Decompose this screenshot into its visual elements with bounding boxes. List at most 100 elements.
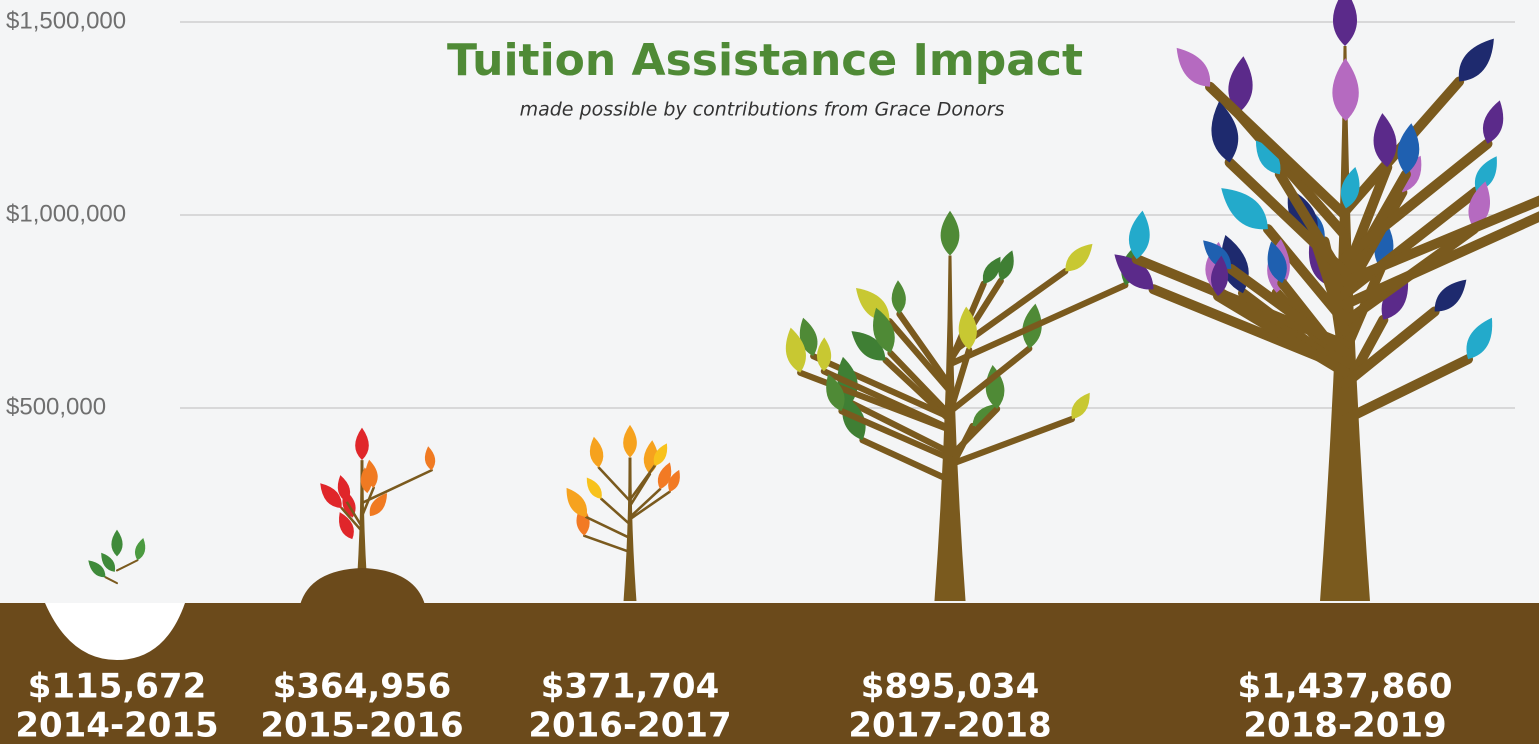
y-tick-label: $1,000,000: [6, 200, 126, 227]
branch: [104, 576, 118, 585]
branch: [585, 515, 632, 540]
leaf: [998, 250, 1014, 281]
branch: [848, 399, 954, 456]
leaf: [586, 477, 602, 499]
leaf: [1434, 279, 1467, 312]
branch: [1204, 81, 1350, 221]
branch: [1224, 157, 1350, 278]
branch: [797, 369, 954, 433]
branch: [628, 464, 656, 501]
plants: [88, 0, 1539, 602]
leaf: [1474, 156, 1497, 192]
ground: [0, 603, 1539, 744]
leaf: [134, 537, 146, 561]
leaf: [1228, 56, 1253, 114]
branch: [946, 282, 1129, 368]
leaf: [320, 483, 342, 509]
leaf: [1211, 101, 1239, 163]
leaf: [940, 210, 960, 256]
chart-title: Tuition Assistance Impact: [447, 35, 1083, 86]
branch: [1213, 291, 1350, 378]
leaf: [826, 374, 845, 412]
leaf: [339, 512, 354, 540]
value-label: $895,034: [861, 667, 1040, 707]
leaf: [851, 331, 886, 361]
branch: [946, 345, 1033, 415]
leaf: [873, 307, 895, 354]
branch: [838, 407, 954, 462]
plant: [566, 424, 680, 601]
leaf: [1373, 113, 1397, 168]
leaf: [657, 462, 672, 490]
leaf: [1129, 210, 1150, 260]
leaf: [566, 487, 587, 518]
leaf: [1340, 167, 1360, 209]
branch: [1340, 354, 1473, 425]
leaf: [653, 443, 668, 466]
chart-subtitle: made possible by contributions from Grac…: [520, 99, 1005, 121]
leaf: [623, 424, 637, 458]
y-tick-label: $1,500,000: [6, 7, 126, 34]
leaf: [1176, 47, 1211, 87]
leaf: [1071, 392, 1090, 420]
branch: [946, 405, 1001, 461]
leaf: [589, 436, 604, 468]
plant: [88, 529, 146, 585]
x-tick-label: 2017-2018: [848, 706, 1051, 744]
x-tick-label: 2018-2019: [1243, 706, 1446, 744]
y-tick-label: $500,000: [6, 393, 106, 420]
leaf: [1211, 255, 1229, 297]
leaf: [668, 469, 680, 492]
value-label: $371,704: [541, 667, 720, 707]
branch: [360, 469, 433, 505]
branch: [345, 501, 364, 529]
value-label: $1,437,860: [1237, 667, 1452, 707]
value-label: $364,956: [273, 667, 452, 707]
mound: [300, 568, 425, 605]
branch: [1226, 264, 1350, 358]
leaf: [1468, 181, 1491, 229]
leaf: [1114, 254, 1154, 290]
bar: [623, 457, 637, 601]
branch: [360, 486, 375, 518]
leaf: [1065, 243, 1093, 272]
x-tick-label: 2016-2017: [528, 706, 731, 744]
branch: [1340, 138, 1493, 264]
x-tick-label: 2014-2015: [15, 706, 218, 744]
leaf: [816, 337, 832, 372]
hole: [45, 603, 185, 660]
leaf: [337, 475, 351, 503]
branch: [340, 506, 364, 533]
leaf: [982, 256, 1001, 284]
grid: $500,000 $1,000,000 $1,500,000: [6, 7, 1515, 420]
leaf: [369, 493, 388, 517]
branch: [882, 357, 954, 424]
branch: [887, 349, 954, 419]
branch: [116, 559, 139, 572]
branch: [600, 497, 632, 526]
leaf: [1397, 123, 1420, 175]
branch: [810, 353, 954, 421]
leaf: [1466, 317, 1493, 360]
branch: [583, 534, 632, 554]
branch: [1310, 235, 1350, 336]
branch: [886, 317, 954, 395]
branch: [597, 466, 632, 503]
leaf: [1482, 100, 1504, 144]
branch: [628, 490, 671, 521]
leaf: [972, 403, 997, 427]
leaf: [785, 327, 806, 373]
leaf: [1221, 188, 1268, 230]
leaf: [111, 529, 123, 557]
branch: [1340, 211, 1539, 310]
branch: [896, 310, 954, 389]
leaf: [355, 427, 369, 461]
leaf: [1333, 0, 1357, 46]
branch: [1340, 195, 1539, 287]
leaf: [891, 280, 906, 315]
branch: [628, 487, 662, 519]
branch: [1340, 306, 1440, 389]
leaf: [958, 306, 977, 350]
